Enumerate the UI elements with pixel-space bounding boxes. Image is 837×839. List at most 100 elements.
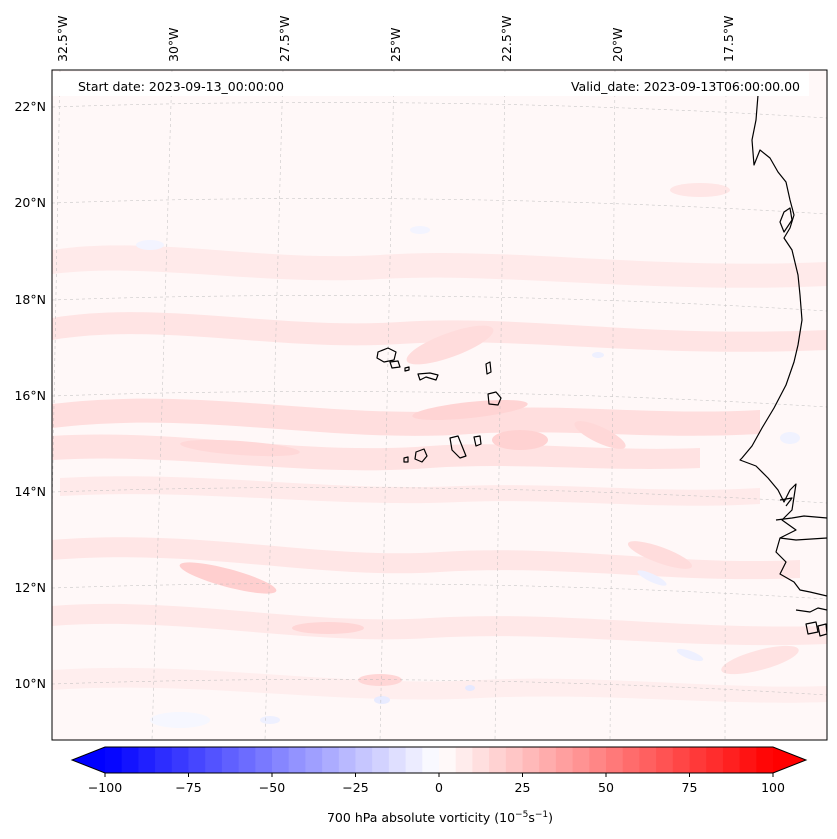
colorbar-cell: [656, 747, 674, 773]
colorbar-cell: [606, 747, 624, 773]
map-panel: Start date: 2023-09-13_00:00:00 Valid_da…: [52, 70, 827, 740]
vorticity-max: [721, 645, 799, 675]
colorbar-cell: [405, 747, 423, 773]
colorbar-cell: [255, 747, 273, 773]
colorbar-cell: [388, 747, 406, 773]
colorbar-cell: [522, 747, 540, 773]
vorticity-max: [627, 541, 693, 569]
vorticity-max: [574, 421, 626, 449]
lat-label-18n: 18°N: [14, 292, 46, 307]
colorbar-tick-label: −75: [175, 780, 201, 795]
colorbar-cell: [555, 747, 573, 773]
colorbar-extend-high: [773, 747, 806, 773]
colorbar-cell: [572, 747, 590, 773]
colorbar-cell: [489, 747, 507, 773]
colorbar-cell: [706, 747, 724, 773]
colorbar-cell: [639, 747, 657, 773]
vorticity-max: [358, 674, 402, 686]
vorticity-field: [52, 183, 827, 728]
west-africa-coast: [739, 94, 827, 597]
colorbar-tick-label: 100: [761, 780, 785, 795]
vorticity-max: [670, 183, 730, 197]
vorticity-max: [406, 325, 494, 365]
lon-label-30w: 30°W: [166, 27, 181, 62]
colorbar-cell: [439, 747, 457, 773]
colorbar-cell: [589, 747, 607, 773]
parallel-20n: [52, 198, 827, 215]
meridian-25w: [379, 70, 395, 740]
lat-label-14n: 14°N: [14, 484, 46, 499]
colorbar-label-prefix: 700 hPa absolute vorticity (10: [327, 810, 515, 825]
map-frame: [51, 69, 828, 741]
vorticity-max: [179, 562, 277, 594]
colorbar-cell: [288, 747, 306, 773]
colorbar-cells: [105, 747, 774, 773]
sao-nicolau-island: [417, 372, 439, 381]
colorbar-label-exp2: −1: [535, 810, 548, 820]
parallel-16n: [52, 391, 827, 408]
colorbar-tick-label: −25: [342, 780, 368, 795]
meridian-22-5w: [494, 70, 506, 740]
vorticity-band: [52, 667, 827, 703]
colorbar-label: 700 hPa absolute vorticity (10−5s−1): [327, 810, 553, 825]
colorbar-label-exp1: −5: [515, 810, 528, 820]
vorticity-band: [52, 245, 827, 288]
vorticity-min: [410, 226, 430, 234]
vorticity-max: [492, 430, 548, 450]
colorbar-cell: [472, 747, 490, 773]
valid-date-label: Valid_date: 2023-09-13T06:00:00.00: [571, 79, 800, 94]
parallel-18n: [52, 295, 827, 312]
colorbar-cell: [155, 747, 173, 773]
latitude-labels: 22°N 20°N 18°N 16°N 14°N 12°N 10°N: [14, 99, 46, 691]
senegal-river-mouth: [779, 497, 793, 507]
vorticity-band: [60, 476, 760, 506]
lon-label-27-5w: 27.5°W: [277, 16, 292, 62]
vorticity-min: [150, 712, 210, 728]
boa-vista-island: [487, 391, 502, 406]
colorbar-cell: [739, 747, 757, 773]
gridlines: [52, 70, 827, 740]
colorbar-tick-label: 25: [515, 780, 531, 795]
meridian-27-5w: [264, 70, 284, 740]
longitude-labels: 32.5°W 30°W 27.5°W 25°W 22.5°W 20°W 17.5…: [55, 16, 736, 62]
coastlines: [376, 94, 827, 637]
colorbar-tick-label: 50: [598, 780, 614, 795]
vorticity-min: [637, 570, 667, 586]
colorbar-cell: [322, 747, 340, 773]
parallel-22n: [52, 102, 827, 119]
vorticity-min: [374, 696, 390, 704]
santo-antao-island: [376, 347, 397, 363]
colorbar-cell: [238, 747, 256, 773]
vorticity-min: [676, 648, 704, 662]
meridian-30w: [151, 70, 173, 740]
vorticity-band: [52, 537, 800, 580]
colorbar-cell: [355, 747, 373, 773]
vorticity-max: [292, 622, 364, 634]
lon-label-25w: 25°W: [388, 27, 403, 62]
parallel-14n: [52, 487, 827, 504]
lat-label-12n: 12°N: [14, 580, 46, 595]
vorticity-min: [780, 432, 800, 444]
colorbar-label-mid: s: [528, 810, 535, 825]
bijagos-island: [805, 621, 819, 635]
vorticity-min: [136, 240, 164, 250]
colorbar: −100 −75 −50 −25 0 25 50 75 100 700 hPa absolute…: [70, 746, 808, 825]
colorbar-cell: [338, 747, 356, 773]
colorbar-cell: [305, 747, 323, 773]
colorbar-cell: [205, 747, 223, 773]
bijagos-coast: [795, 607, 827, 613]
vorticity-min: [465, 685, 475, 691]
colorbar-cell: [622, 747, 640, 773]
colorbar-cell: [689, 747, 707, 773]
colorbar-cell: [372, 747, 390, 773]
lat-label-20n: 20°N: [14, 195, 46, 210]
colorbar-cell: [121, 747, 139, 773]
vorticity-min: [260, 716, 280, 724]
dakhla-peninsula: [779, 207, 793, 233]
vorticity-max: [180, 439, 300, 457]
colorbar-cell: [722, 747, 740, 773]
lat-label-16n: 16°N: [14, 388, 46, 403]
parallel-12n: [52, 583, 827, 600]
start-date-label: Start date: 2023-09-13_00:00:00: [78, 79, 284, 94]
